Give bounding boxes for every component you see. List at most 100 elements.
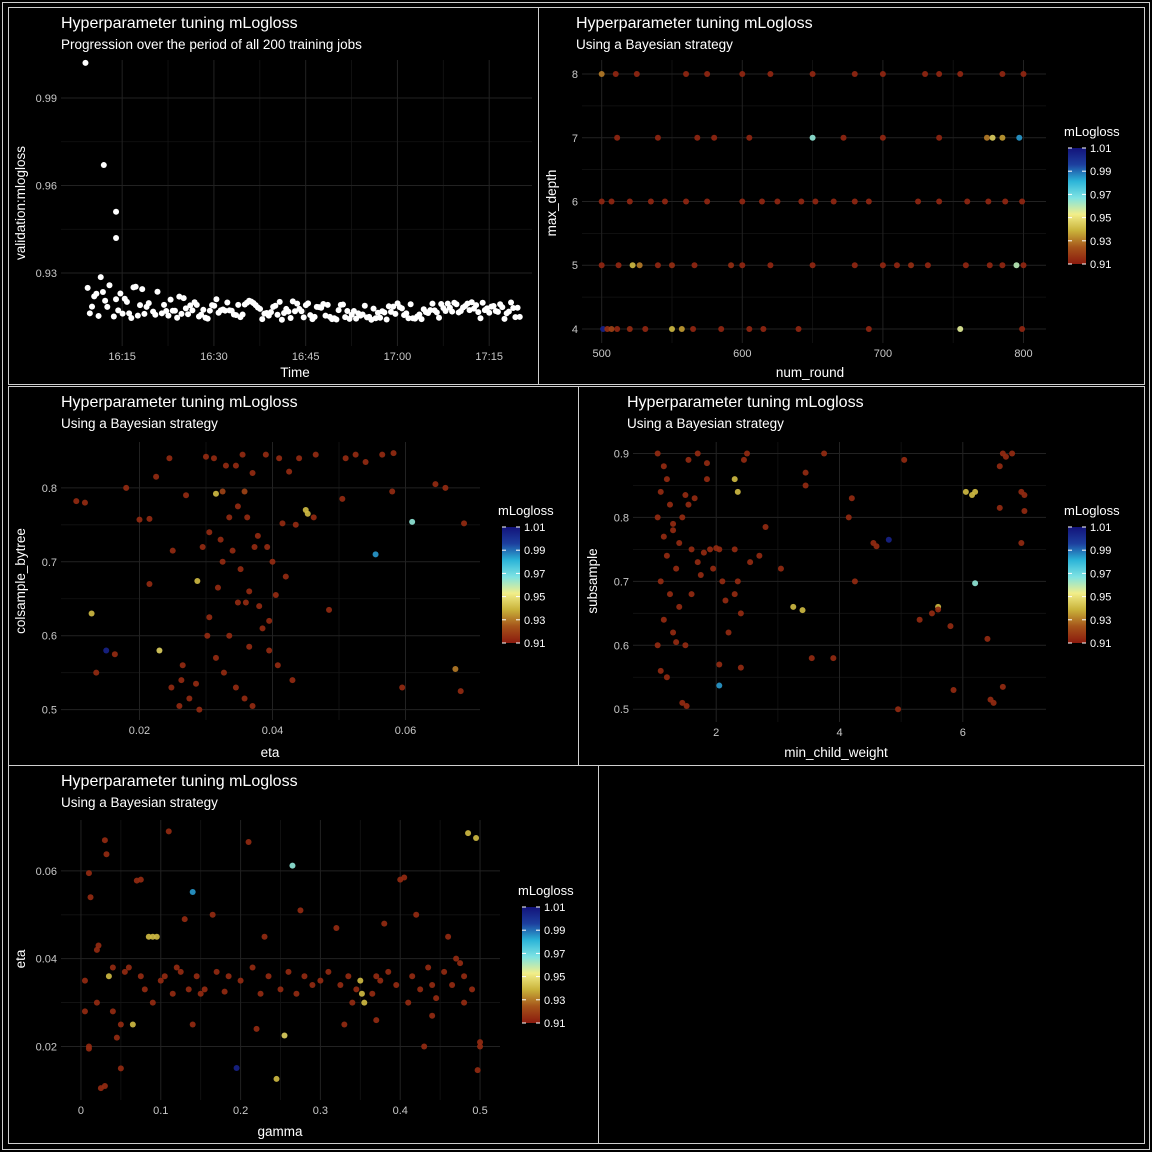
data-point xyxy=(185,311,192,318)
data-point xyxy=(433,309,440,316)
data-point xyxy=(679,699,686,706)
data-point xyxy=(232,684,239,691)
data-point xyxy=(300,314,307,321)
data-point xyxy=(246,643,253,650)
data-point xyxy=(333,316,340,323)
y-axis-label: validation:mlogloss xyxy=(13,146,28,260)
data-point xyxy=(234,599,241,606)
data-point xyxy=(101,837,108,844)
data-point xyxy=(469,986,476,993)
data-point xyxy=(234,503,241,510)
data-point xyxy=(516,313,523,320)
data-point xyxy=(477,315,484,322)
data-point xyxy=(711,134,718,141)
data-point xyxy=(73,498,80,505)
x-tick-label: 0.02 xyxy=(129,725,150,737)
legend-tick-label: 0.95 xyxy=(1090,592,1111,604)
data-point xyxy=(744,450,751,457)
data-point xyxy=(694,559,701,566)
data-point xyxy=(657,578,664,585)
data-point xyxy=(718,325,725,332)
chart-title: Hyperparameter tuning mLogloss xyxy=(61,394,298,411)
data-point xyxy=(259,625,266,632)
data-point xyxy=(379,451,386,458)
data-point xyxy=(342,455,349,462)
data-point xyxy=(237,566,244,573)
data-point xyxy=(337,982,344,989)
data-point xyxy=(111,651,118,658)
data-point xyxy=(1009,450,1016,457)
data-point xyxy=(739,198,746,205)
data-point xyxy=(165,312,172,319)
data-point xyxy=(370,305,377,312)
data-point xyxy=(249,702,256,709)
data-point xyxy=(310,514,317,521)
data-point xyxy=(262,451,269,458)
data-point xyxy=(204,315,211,322)
data-point xyxy=(964,198,971,205)
legend-title: mLogloss xyxy=(1064,503,1120,518)
data-point xyxy=(936,71,943,78)
data-point xyxy=(193,680,200,687)
data-point xyxy=(668,262,675,269)
data-point xyxy=(85,870,92,877)
data-point xyxy=(851,578,858,585)
data-point xyxy=(272,592,279,599)
data-point xyxy=(703,460,710,467)
data-point xyxy=(123,298,130,305)
data-point xyxy=(737,610,744,617)
data-point xyxy=(468,299,475,306)
legend-tick-label: 0.97 xyxy=(524,568,545,580)
data-point xyxy=(916,616,923,623)
data-point xyxy=(716,661,723,668)
chart-title: Hyperparameter tuning mLogloss xyxy=(61,773,298,790)
data-point xyxy=(266,647,273,654)
data-point xyxy=(385,303,392,310)
data-point xyxy=(660,533,667,540)
data-point xyxy=(996,463,1003,470)
x-axis-label: min_child_weight xyxy=(784,745,888,760)
data-point xyxy=(1019,198,1026,205)
data-point xyxy=(685,501,692,508)
data-point xyxy=(109,1008,116,1015)
data-point xyxy=(490,303,497,310)
legend-tick-label: 0.93 xyxy=(544,995,565,1007)
data-point xyxy=(678,325,685,332)
y-tick-label: 0.6 xyxy=(42,631,57,643)
data-point xyxy=(113,296,120,303)
data-point xyxy=(1021,492,1028,499)
data-point xyxy=(141,310,148,317)
data-point xyxy=(915,198,922,205)
chart-title: Hyperparameter tuning mLogloss xyxy=(627,394,864,411)
data-point xyxy=(604,325,611,332)
legend-tick-label: 0.93 xyxy=(1090,615,1111,627)
data-point xyxy=(333,924,340,931)
data-point xyxy=(663,674,670,681)
data-point xyxy=(220,669,227,676)
data-point xyxy=(289,862,296,869)
data-point xyxy=(809,71,816,78)
data-point xyxy=(296,455,303,462)
data-point xyxy=(694,134,701,141)
data-point xyxy=(153,473,160,480)
x-tick-label: 17:00 xyxy=(384,351,412,363)
data-point xyxy=(935,606,942,613)
data-point xyxy=(206,614,213,621)
y-tick-label: 0.02 xyxy=(36,1041,57,1053)
chart-title: Hyperparameter tuning mLogloss xyxy=(61,15,298,32)
data-point xyxy=(950,687,957,694)
data-point xyxy=(282,573,289,580)
data-point xyxy=(461,520,468,527)
panel-frame-2 xyxy=(538,7,1145,385)
data-point xyxy=(81,499,88,506)
data-point xyxy=(486,309,493,316)
data-point xyxy=(202,453,209,460)
data-point xyxy=(654,514,661,521)
data-point xyxy=(413,911,420,918)
legend-tick-label: 0.99 xyxy=(544,925,565,937)
data-point xyxy=(908,262,915,269)
data-point xyxy=(663,552,670,559)
data-point xyxy=(157,977,164,984)
data-point xyxy=(358,990,365,997)
data-point xyxy=(512,314,519,321)
